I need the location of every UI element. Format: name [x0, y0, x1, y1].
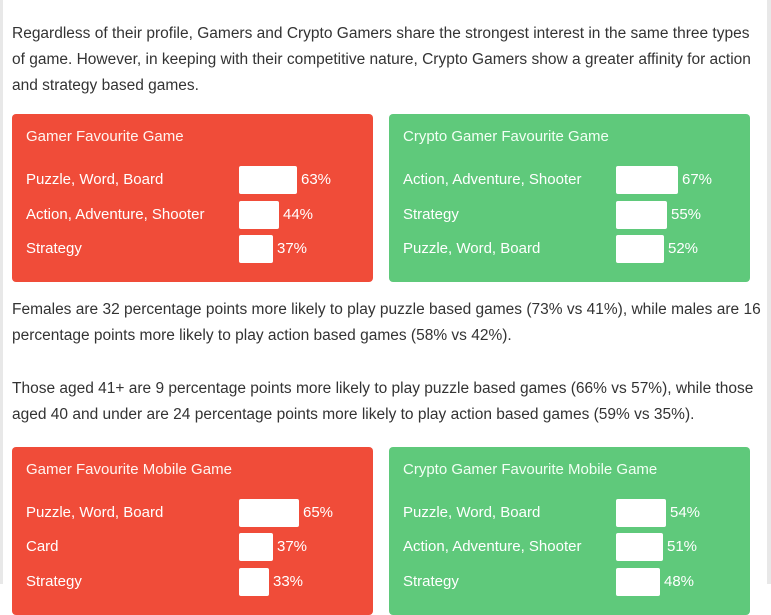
percentage-bar: [616, 166, 678, 194]
percentage-value: 33%: [273, 573, 304, 590]
gamer-favourite-mobile-game-card: Gamer Favourite Mobile Game Puzzle, Word…: [12, 447, 373, 615]
card-title: Gamer Favourite Mobile Game: [26, 461, 232, 478]
game-type-label: Strategy: [26, 573, 82, 590]
card-row: Strategy 48%: [389, 568, 750, 596]
percentage-bar: [616, 533, 663, 561]
percentage-bar: [616, 235, 664, 263]
card-row: Puzzle, Word, Board 63%: [12, 166, 373, 194]
card-title: Crypto Gamer Favourite Game: [403, 128, 609, 145]
percentage-bar: [616, 201, 667, 229]
percentage-bar: [239, 533, 273, 561]
percentage-value: 37%: [277, 538, 308, 555]
card-row: Action, Adventure, Shooter 51%: [389, 533, 750, 561]
game-type-label: Puzzle, Word, Board: [26, 504, 164, 521]
percentage-value: 63%: [301, 171, 332, 188]
percentage-bar: [239, 201, 279, 229]
percentage-value: 65%: [303, 504, 334, 521]
game-type-label: Strategy: [26, 240, 82, 257]
percentage-bar: [239, 499, 299, 527]
crypto-gamer-favourite-mobile-game-card: Crypto Gamer Favourite Mobile Game Puzzl…: [389, 447, 750, 615]
percentage-bar: [239, 235, 273, 263]
percentage-bar: [616, 499, 666, 527]
percentage-bar: [616, 568, 660, 596]
card-title: Gamer Favourite Game: [26, 128, 184, 145]
percentage-value: 54%: [670, 504, 701, 521]
card-row: Strategy 37%: [12, 235, 373, 263]
intro-paragraph: Regardless of their profile, Gamers and …: [12, 25, 751, 94]
game-type-label: Puzzle, Word, Board: [403, 504, 541, 521]
game-type-label: Action, Adventure, Shooter: [403, 171, 582, 188]
game-type-label: Strategy: [403, 206, 459, 223]
percentage-value: 52%: [668, 240, 699, 257]
crypto-gamer-favourite-game-card: Crypto Gamer Favourite Game Action, Adve…: [389, 114, 750, 282]
card-row: Action, Adventure, Shooter 44%: [12, 201, 373, 229]
game-type-label: Puzzle, Word, Board: [403, 240, 541, 257]
percentage-bar: [239, 568, 269, 596]
left-border: [0, 0, 3, 584]
card-row: Puzzle, Word, Board 65%: [12, 499, 373, 527]
percentage-value: 44%: [283, 206, 314, 223]
card-row: Strategy 33%: [12, 568, 373, 596]
right-scrollbar-track: [767, 0, 771, 584]
game-type-label: Strategy: [403, 573, 459, 590]
gamer-favourite-game-card: Gamer Favourite Game Puzzle, Word, Board…: [12, 114, 373, 282]
gender-paragraph: Females are 32 percentage points more li…: [12, 301, 761, 344]
game-type-label: Action, Adventure, Shooter: [403, 538, 582, 555]
percentage-value: 48%: [664, 573, 695, 590]
game-type-label: Action, Adventure, Shooter: [26, 206, 205, 223]
percentage-value: 67%: [682, 171, 713, 188]
card-row: Strategy 55%: [389, 201, 750, 229]
card-row: Action, Adventure, Shooter 67%: [389, 166, 750, 194]
card-row: Puzzle, Word, Board 52%: [389, 235, 750, 263]
percentage-value: 37%: [277, 240, 308, 257]
age-paragraph: Those aged 41+ are 9 percentage points m…: [12, 380, 754, 423]
card-row: Puzzle, Word, Board 54%: [389, 499, 750, 527]
card-row: Card 37%: [12, 533, 373, 561]
percentage-bar: [239, 166, 297, 194]
percentage-value: 55%: [671, 206, 702, 223]
game-type-label: Card: [26, 538, 59, 555]
card-title: Crypto Gamer Favourite Mobile Game: [403, 461, 658, 478]
percentage-value: 51%: [667, 538, 698, 555]
game-type-label: Puzzle, Word, Board: [26, 171, 164, 188]
